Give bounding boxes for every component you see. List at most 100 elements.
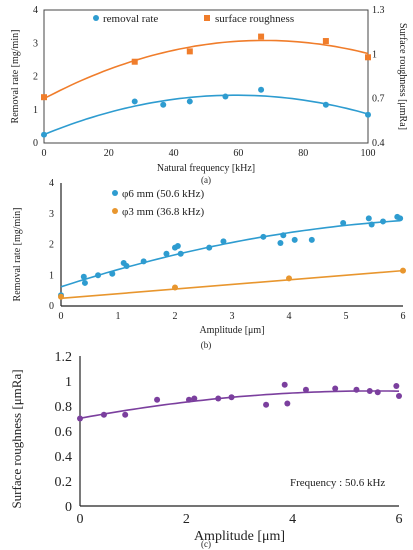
- panel-b-phi6-point: [206, 244, 213, 251]
- panel-b-phi6-point: [81, 279, 88, 286]
- panel-b-phi6-point: [380, 218, 387, 225]
- panel-b-phi6-point: [177, 250, 184, 257]
- panel-b-phi3-trend: [60, 269, 404, 300]
- panel-b-phi6-point: [109, 270, 116, 277]
- panel-b-x-axis-label: Amplitude [μm]: [199, 325, 264, 336]
- panel-a-surface-roughness-point: [258, 33, 265, 40]
- panel-b-caption: (b): [201, 340, 212, 350]
- panel-b-phi6-trend: [60, 219, 401, 288]
- panel-b-phi6-point: [80, 273, 87, 280]
- panel-a-legend-removal-rate-label: removal rate: [103, 13, 158, 25]
- panel-b-phi3-point: [58, 293, 64, 300]
- panel-a-x-tick-label: 40: [169, 148, 179, 159]
- panel-a-caption: (a): [201, 175, 211, 185]
- panel-a-surface-roughness-point: [322, 38, 329, 45]
- panel-a-removal-rate-point: [41, 131, 47, 138]
- panel-c-roughness-point: [332, 385, 339, 392]
- panel-b-phi3-point: [286, 275, 292, 282]
- panel-b-phi3-point: [172, 284, 178, 291]
- panel-a-x-axis-label: Natural frequency [kHz]: [157, 163, 255, 174]
- panel-c-roughness-point: [281, 381, 288, 388]
- panel-b-legend-phi3-label: φ3 mm (36.8 kHz): [122, 206, 204, 218]
- panel-b-phi6-point: [397, 215, 404, 222]
- panel-a-y2-axis-label: Surface roughness [μmRa]: [397, 23, 408, 130]
- panel-c-roughness-point: [263, 401, 270, 408]
- panel-c-y-tick-label: 0.6: [55, 425, 73, 440]
- panel-b-legend-phi6-marker: [112, 190, 118, 196]
- panel-a-legend-surface-roughness-marker: [204, 15, 210, 21]
- panel-a-y-tick-label: 2: [33, 72, 38, 83]
- panel-b-y-tick-label: 2: [49, 240, 54, 251]
- panel-b-phi6-point: [368, 221, 375, 228]
- panel-c-roughness-point: [353, 386, 360, 393]
- panel-a-y2-tick-label: 1.3: [372, 5, 385, 16]
- panel-b-phi6-point: [308, 236, 315, 243]
- panel-c-y-tick-label: 1: [65, 375, 72, 390]
- panel-b-x-tick-label: 3: [230, 311, 235, 322]
- panel-a-x-tick-label: 60: [233, 148, 243, 159]
- panel-a-y-tick-label: 0: [33, 138, 38, 149]
- panel-a-removal-rate-point: [365, 111, 371, 118]
- panel-b-phi6-point: [140, 258, 147, 265]
- panel-b-y-axis-label: Removal rate [mg/min]: [12, 208, 23, 302]
- panel-c-roughness-point: [185, 396, 192, 403]
- panel-c-roughness-point: [191, 395, 198, 402]
- panel-c-y-tick-label: 0.4: [55, 450, 73, 465]
- panel-a-y2-tick-label: 0.7: [372, 94, 385, 105]
- panel-a-removal-rate-point: [131, 98, 138, 105]
- panel-b-legend-phi3-marker: [112, 208, 118, 214]
- panel-c-x-axis-label: Amplitude [μm]: [194, 529, 285, 544]
- panel-b-x-tick-label: 4: [287, 311, 292, 322]
- panel-b-phi6-point: [163, 250, 170, 257]
- panel-a-y2-tick-label: 0.4: [372, 138, 385, 149]
- panel-a-y-tick-label: 1: [33, 105, 38, 116]
- panel-c-y-tick-label: 0.2: [55, 475, 73, 490]
- panel-a-surface-roughness-point: [365, 54, 371, 61]
- panel-a-removal-rate-point: [222, 93, 229, 100]
- panel-a-legend-removal-rate-marker: [93, 15, 99, 21]
- panel-c-y-tick-label: 0.8: [55, 400, 73, 415]
- panel-b-x-tick-label: 2: [173, 311, 178, 322]
- panel-a-plot-frame: [43, 9, 369, 144]
- panel-c-x-tick-label: 0: [77, 512, 84, 527]
- panel-a-removal-rate-point: [160, 101, 167, 108]
- panel-b-y-tick-label: 1: [49, 270, 54, 281]
- panel-b-phi6-point: [277, 239, 284, 246]
- panel-b-y-tick-label: 4: [49, 178, 54, 189]
- panel-c-roughness-point: [100, 411, 107, 418]
- panel-c-x-tick-label: 6: [396, 512, 403, 527]
- panel-c-roughness-point: [154, 396, 161, 403]
- panel-a-surface-roughness-trend: [43, 39, 369, 100]
- panel-b-phi6-point: [280, 232, 287, 239]
- panel-c-roughness-point: [396, 393, 402, 399]
- panel-a-y-tick-label: 4: [33, 5, 38, 16]
- panel-b-y-tick-label: 0: [49, 301, 54, 312]
- panel-b-phi6-point: [220, 238, 227, 245]
- panel-b-phi6-point: [123, 263, 130, 270]
- panel-a-x-tick-label: 100: [361, 148, 376, 159]
- panel-b-x-tick-label: 6: [401, 311, 406, 322]
- panel-b-y-tick-label: 3: [49, 209, 54, 220]
- panel-b-phi6-point: [365, 215, 372, 222]
- panel-b-phi6-point: [340, 219, 347, 226]
- panel-c-caption: (c): [201, 539, 211, 549]
- panel-b-phi6-point: [174, 243, 181, 250]
- panel-a-x-tick-label: 20: [104, 148, 114, 159]
- panel-c-roughness-point: [77, 415, 83, 422]
- panel-c-x-tick-label: 2: [183, 512, 190, 527]
- panel-b-phi6-point: [291, 236, 298, 243]
- panel-c-y-tick-label: 0: [65, 500, 72, 515]
- panel-c-roughness-point: [215, 395, 222, 402]
- panel-b-x-tick-label: 0: [59, 311, 64, 322]
- panel-c-y-axis-label: Surface roughness [μmRa]: [9, 369, 24, 508]
- panel-a-surface-roughness-point: [186, 48, 193, 55]
- panel-c-roughness-point: [302, 386, 309, 393]
- panel-b-phi6-point: [260, 233, 267, 240]
- panel-a-y-tick-label: 3: [33, 38, 38, 49]
- panel-a-x-tick-label: 0: [42, 148, 47, 159]
- panel-b-x-tick-label: 5: [344, 311, 349, 322]
- panel-c-roughness-point: [374, 389, 381, 396]
- panel-b-legend-phi6-label: φ6 mm (50.6 kHz): [122, 188, 204, 200]
- panel-c-roughness-point: [122, 411, 129, 418]
